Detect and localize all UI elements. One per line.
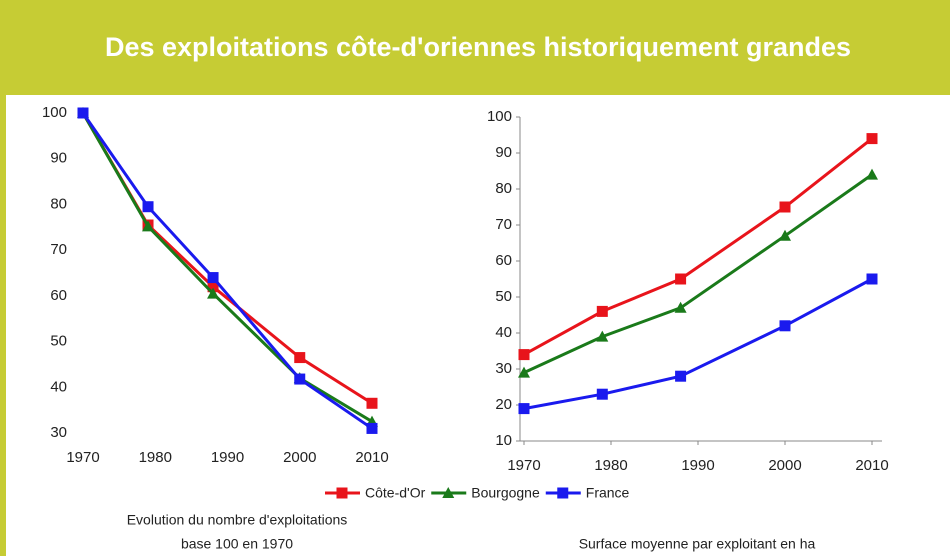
data-point: [77, 107, 89, 119]
data-point: [675, 273, 687, 285]
x-tick-label: 2010: [355, 449, 388, 466]
x-tick-label: 1990: [211, 449, 244, 466]
data-point: [518, 403, 530, 415]
data-point: [675, 370, 687, 382]
series-line: [81, 112, 373, 430]
y-tick-label: 10: [495, 432, 512, 449]
data-point: [294, 352, 306, 364]
chart-caption: Surface moyenne par exploitant en ha: [579, 536, 816, 552]
data-point: [207, 287, 220, 299]
legend-marker: [557, 487, 569, 499]
data-point: [207, 272, 219, 284]
y-tick-label: 30: [50, 424, 67, 441]
data-point: [596, 305, 608, 317]
header-title: Des exploitations côte-d'oriennes histor…: [105, 32, 851, 62]
data-point: [674, 301, 687, 313]
data-point: [207, 281, 219, 293]
y-tick-label: 80: [50, 195, 67, 212]
y-tick-label: 90: [495, 144, 512, 161]
data-point: [518, 349, 530, 361]
data-point: [866, 168, 878, 180]
x-tick-label: 1990: [681, 457, 714, 474]
legend-label: Côte-d'Or: [365, 485, 426, 501]
series-line: [81, 112, 373, 405]
chart-caption: base 100 en 1970: [181, 536, 293, 552]
y-tick-label: 50: [50, 333, 67, 350]
y-tick-label: 60: [50, 287, 67, 304]
y-tick-label: 50: [495, 288, 512, 305]
x-tick-label: 1980: [139, 449, 172, 466]
series-line: [523, 173, 873, 374]
y-tick-label: 40: [50, 378, 67, 395]
legend-label: France: [586, 485, 630, 501]
y-tick-label: 40: [495, 324, 512, 341]
x-tick-label: 2010: [855, 457, 888, 474]
x-tick-label: 2000: [768, 457, 801, 474]
series-line: [523, 277, 873, 411]
legend-marker: [442, 487, 455, 498]
data-point: [366, 422, 378, 434]
data-point: [142, 201, 154, 213]
y-tick-label: 30: [495, 360, 512, 377]
x-tick-label: 1980: [594, 457, 627, 474]
y-tick-label: 60: [495, 252, 512, 269]
data-point: [518, 366, 530, 378]
data-point: [779, 320, 791, 332]
x-tick-label: 1970: [66, 449, 99, 466]
data-point: [596, 330, 609, 342]
legend-label: Bourgogne: [471, 485, 540, 501]
left-border: [0, 0, 6, 556]
header-band: [0, 0, 950, 95]
data-point: [596, 388, 608, 400]
data-point: [779, 201, 791, 213]
data-point: [866, 133, 878, 145]
legend-marker: [336, 487, 348, 499]
data-point: [866, 273, 878, 285]
data-point: [779, 229, 791, 241]
data-point: [294, 373, 306, 385]
data-point: [142, 220, 155, 232]
y-tick-label: 80: [495, 180, 512, 197]
series-line: [523, 137, 873, 356]
y-tick-label: 90: [50, 150, 67, 167]
x-tick-label: 1970: [507, 457, 540, 474]
y-tick-label: 70: [495, 216, 512, 233]
x-tick-label: 2000: [283, 449, 316, 466]
y-tick-label: 20: [495, 396, 512, 413]
y-tick-label: 70: [50, 241, 67, 258]
y-tick-label: 100: [42, 104, 67, 121]
chart-caption: Evolution du nombre d'exploitations: [127, 512, 348, 528]
y-tick-label: 100: [487, 108, 512, 125]
data-point: [366, 397, 378, 409]
